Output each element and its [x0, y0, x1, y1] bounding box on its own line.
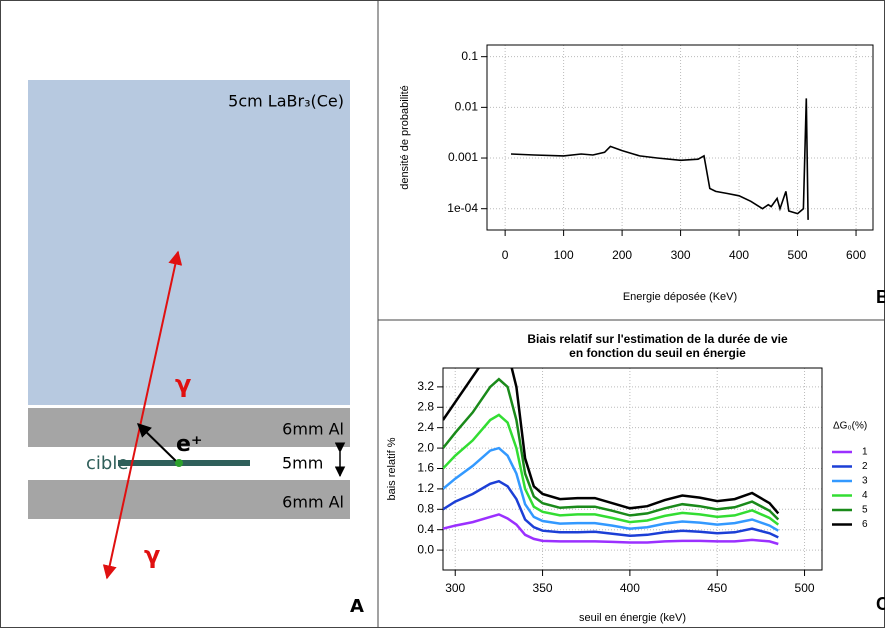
legend-label: 2: [862, 461, 868, 472]
plot-frame: [442, 367, 823, 571]
y-tick-label: 0.4: [417, 522, 434, 536]
chart-title: en fonction du seuil en énergie: [569, 346, 746, 360]
data-line: [510, 98, 809, 220]
x-tick-label: 400: [729, 248, 749, 262]
panel-label: C: [876, 594, 885, 614]
y-tick-label: 1.6: [417, 461, 434, 475]
panel-label: B: [876, 287, 885, 307]
label: e⁺: [176, 432, 203, 457]
data-line: [443, 377, 780, 521]
chart-title: Biais relatif sur l'estimation de la dur…: [527, 332, 788, 346]
x-tick-label: 500: [788, 248, 808, 262]
y-tick-label: 0.0: [417, 542, 434, 556]
x-tick-label: 300: [445, 581, 465, 595]
x-tick-label: 450: [707, 581, 727, 595]
x-tick-label: 500: [795, 581, 815, 595]
y-axis-label: bais relatif %: [386, 437, 398, 500]
y-tick-label: 2.8: [417, 399, 434, 413]
x-tick-label: 200: [612, 248, 632, 262]
source: [175, 459, 183, 467]
y-tick-label: 0.01: [455, 100, 479, 114]
legend-label: 1: [862, 447, 868, 458]
legend-title: ΔG₀(%): [833, 421, 867, 432]
x-tick-label: 400: [620, 581, 640, 595]
crystal: [28, 80, 350, 405]
y-tick-label: 0.8: [417, 501, 434, 515]
x-tick-label: 100: [554, 248, 574, 262]
y-tick-label: 1.2: [417, 481, 434, 495]
y-axis-label: densité de probabilité: [399, 85, 411, 190]
data-line: [443, 513, 779, 546]
label: γ: [144, 541, 160, 569]
plot-lines: [510, 98, 809, 220]
panel-label: A: [350, 596, 364, 617]
label: 5cm LaBr₃(Ce): [228, 92, 344, 111]
label: 5mm: [282, 454, 323, 473]
x-axis-label: seuil en énergie (keV): [579, 612, 686, 624]
plot-lines: [443, 368, 780, 546]
x-tick-label: 300: [671, 248, 691, 262]
y-tick-label: 2.4: [417, 420, 434, 434]
label: cible: [86, 453, 128, 474]
x-axis-label: Energie déposée (KeV): [623, 291, 737, 303]
x-tick-label: 350: [533, 581, 553, 595]
y-tick-label: 0.001: [448, 150, 478, 164]
y-tick-label: 3.2: [417, 379, 434, 393]
positron-path: [136, 423, 179, 464]
legend-label: 5: [862, 505, 868, 516]
data-line: [443, 368, 780, 515]
plate: [28, 408, 350, 447]
legend-label: 3: [862, 476, 868, 487]
label: 6mm Al: [282, 493, 344, 512]
y-tick-label: 1e-04: [447, 201, 478, 215]
x-tick-label: 600: [846, 248, 866, 262]
data-line: [443, 479, 779, 539]
x-tick-label: 0: [502, 248, 509, 262]
data-line: [443, 446, 779, 532]
plate: [28, 480, 350, 519]
label: 6mm Al: [282, 420, 344, 439]
legend-label: 4: [862, 490, 868, 501]
y-tick-label: 2.0: [417, 440, 434, 454]
y-tick-label: 0.1: [461, 49, 478, 63]
legend-label: 6: [862, 519, 868, 530]
plot-frame: [486, 44, 874, 231]
gamma-ray: [102, 250, 183, 580]
data-line: [443, 413, 780, 526]
label: γ: [175, 370, 191, 398]
diagram: 5cm LaBr₃(Ce) 6mm Al 6mm Al cible 5mm e⁺…: [28, 80, 364, 617]
